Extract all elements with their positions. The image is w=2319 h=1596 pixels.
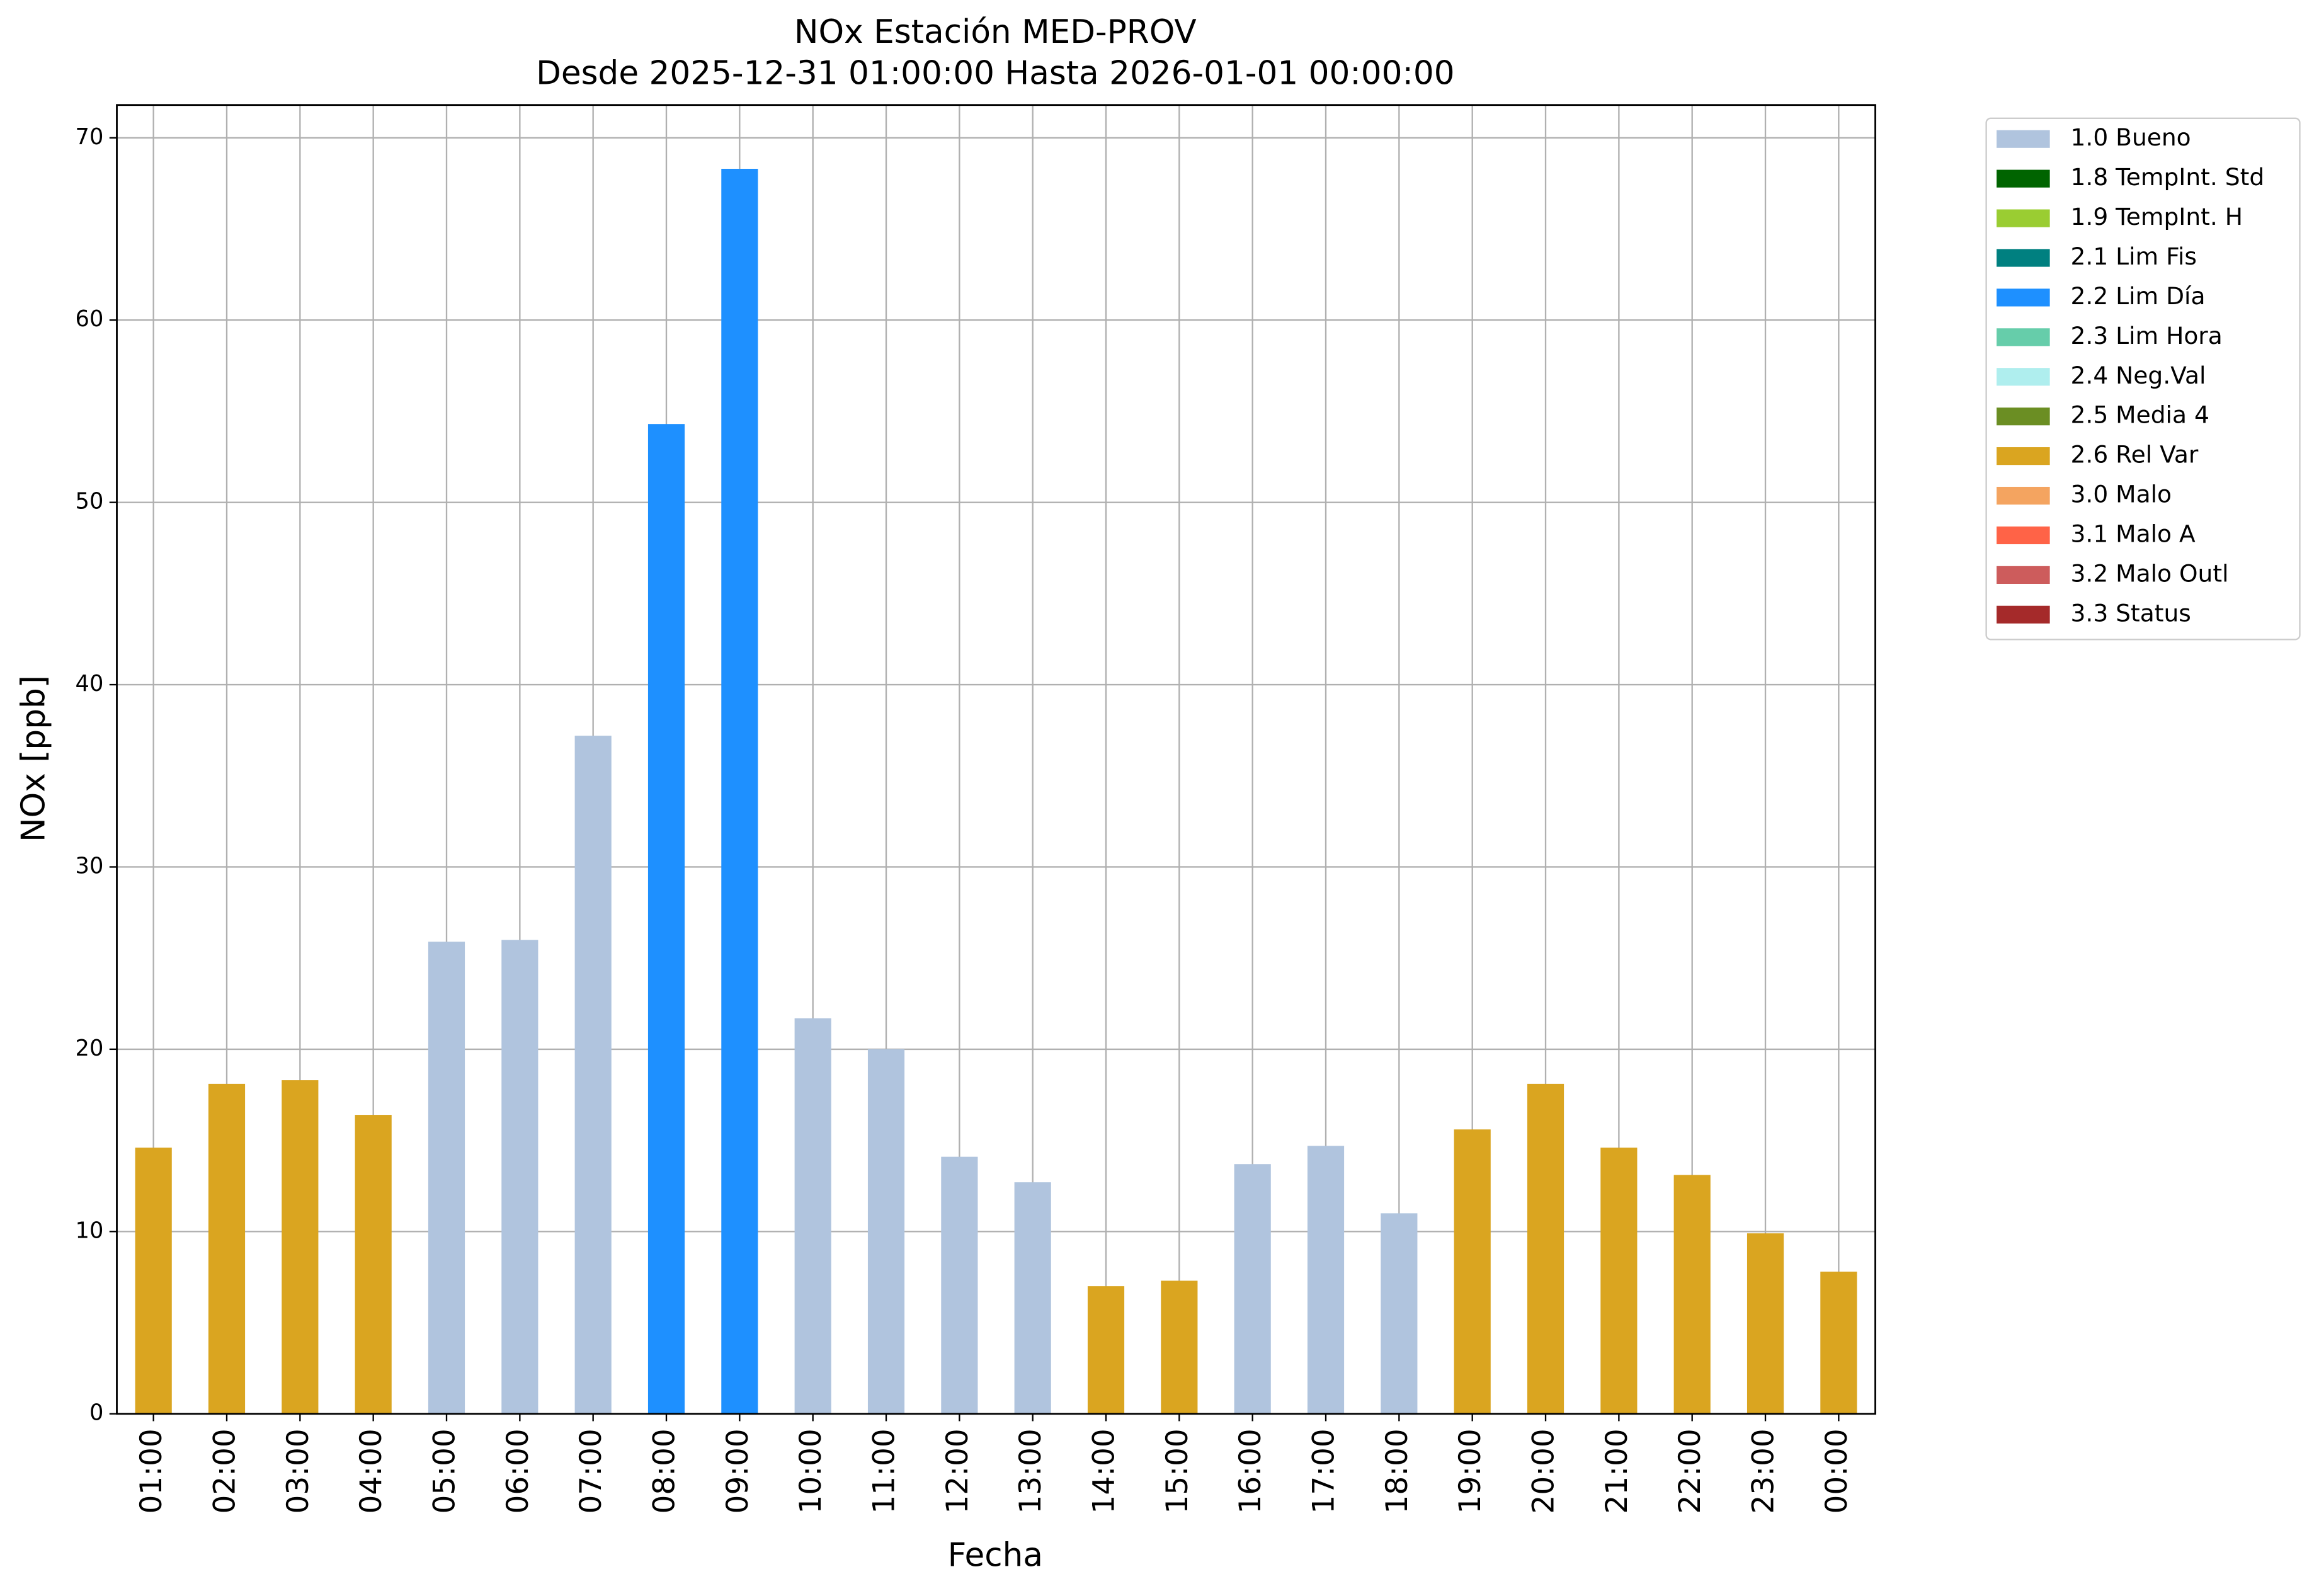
x-tick-label: 00:00 [1820, 1428, 1854, 1513]
x-tick-label: 07:00 [574, 1428, 608, 1513]
legend-swatch [1997, 209, 2050, 227]
legend-label: 2.1 Lim Fis [2071, 242, 2197, 270]
y-tick-label: 70 [76, 124, 104, 150]
bar [282, 1080, 319, 1414]
bar [1014, 1182, 1051, 1414]
bar [574, 736, 612, 1414]
legend-swatch [1997, 368, 2050, 386]
y-tick-label: 30 [76, 853, 104, 879]
x-tick-label: 10:00 [794, 1428, 828, 1513]
y-tick-label: 0 [89, 1400, 103, 1426]
legend-label: 2.2 Lim Día [2071, 282, 2206, 310]
bar [1307, 1146, 1345, 1414]
x-tick-label: 05:00 [428, 1428, 462, 1513]
plot-frame [116, 104, 1876, 1415]
legend-label: 1.0 Bueno [2071, 123, 2191, 151]
x-tick-label: 08:00 [647, 1428, 682, 1513]
x-tick-label: 02:00 [208, 1428, 242, 1513]
x-tick-label: 20:00 [1527, 1428, 1561, 1513]
x-tick-label: 01:00 [134, 1428, 169, 1513]
bar [721, 169, 758, 1414]
bar [1600, 1148, 1638, 1414]
legend-swatch [1997, 526, 2050, 545]
legend-swatch [1997, 288, 2050, 307]
bar [1161, 1280, 1198, 1414]
legend-label: 3.1 Malo A [2071, 520, 2196, 547]
legend-swatch [1997, 447, 2050, 465]
bar [135, 1148, 172, 1414]
bar [1454, 1129, 1491, 1414]
legend-swatch [1997, 249, 2050, 267]
x-tick-label: 21:00 [1600, 1428, 1634, 1513]
x-tick-label: 19:00 [1453, 1428, 1488, 1513]
legend-label: 2.4 Neg.Val [2071, 362, 2206, 389]
bars [135, 169, 1857, 1414]
x-tick-label: 09:00 [721, 1428, 755, 1513]
legend-label: 2.6 Rel Var [2071, 441, 2199, 469]
x-tick-label: 03:00 [281, 1428, 316, 1513]
bar [501, 940, 538, 1414]
bar [1234, 1164, 1271, 1414]
x-tick-label: 17:00 [1307, 1428, 1342, 1513]
legend-label: 1.8 TempInt. Std [2071, 163, 2265, 191]
legend-swatch [1997, 328, 2050, 346]
y-axis-label: NOx [ppb] [14, 675, 52, 842]
legend-label: 3.3 Status [2071, 599, 2191, 627]
legend-label: 1.9 TempInt. H [2071, 203, 2243, 231]
bar [794, 1018, 831, 1414]
chart-title: NOx Estación MED-PROV [794, 13, 1197, 51]
bar [355, 1115, 392, 1414]
legend-swatch [1997, 605, 2050, 624]
bar [1381, 1213, 1418, 1414]
x-tick-label: 18:00 [1380, 1428, 1415, 1513]
x-tick-label: 23:00 [1746, 1428, 1781, 1513]
y-tick-label: 40 [76, 671, 104, 697]
x-tick-label: 04:00 [354, 1428, 389, 1513]
bar [1087, 1286, 1125, 1414]
bar [208, 1083, 246, 1414]
legend-swatch [1997, 566, 2050, 584]
legend-swatch [1997, 130, 2050, 148]
axes: 0 10 20 30 40 50 60 70 01:00 02:00 03:00 04:00 05:00… [76, 124, 1854, 1514]
x-tick-label: 15:00 [1160, 1428, 1195, 1513]
legend-label: 2.5 Media 4 [2071, 401, 2209, 429]
bar [1527, 1083, 1564, 1414]
y-tick-label: 20 [76, 1035, 104, 1061]
bar [1673, 1175, 1711, 1414]
legend-swatch [1997, 486, 2050, 505]
legend-frame [1985, 117, 2301, 641]
legend-label: 3.2 Malo Outl [2071, 559, 2229, 587]
y-tick-label: 50 [76, 489, 104, 515]
x-tick-label: 14:00 [1087, 1428, 1122, 1513]
bar [428, 942, 465, 1414]
x-tick-label: 11:00 [867, 1428, 902, 1513]
chart-subtitle: Desde 2025-12-31 01:00:00 Hasta 2026-01-… [536, 55, 1454, 93]
bar [647, 424, 685, 1414]
y-tick-label: 10 [76, 1217, 104, 1243]
bar [1746, 1233, 1784, 1414]
x-tick-label: 16:00 [1233, 1428, 1268, 1513]
y-tick-label: 60 [76, 306, 104, 332]
x-tick-label: 06:00 [501, 1428, 535, 1513]
legend: 1.0 Bueno 1.8 TempInt. Std 1.9 TempInt. H 2… [1985, 117, 2301, 641]
x-tick-label: 13:00 [1013, 1428, 1048, 1513]
bar [867, 1049, 905, 1414]
bar [1820, 1271, 1857, 1414]
legend-swatch [1997, 408, 2050, 426]
x-tick-label: 12:00 [940, 1428, 975, 1513]
legend-swatch [1997, 169, 2050, 188]
legend-label: 3.0 Malo [2071, 481, 2172, 508]
x-axis-label: Fecha [948, 1536, 1043, 1574]
x-tick-label: 22:00 [1673, 1428, 1707, 1513]
bar [941, 1156, 978, 1414]
legend-label: 2.3 Lim Hora [2071, 322, 2223, 350]
